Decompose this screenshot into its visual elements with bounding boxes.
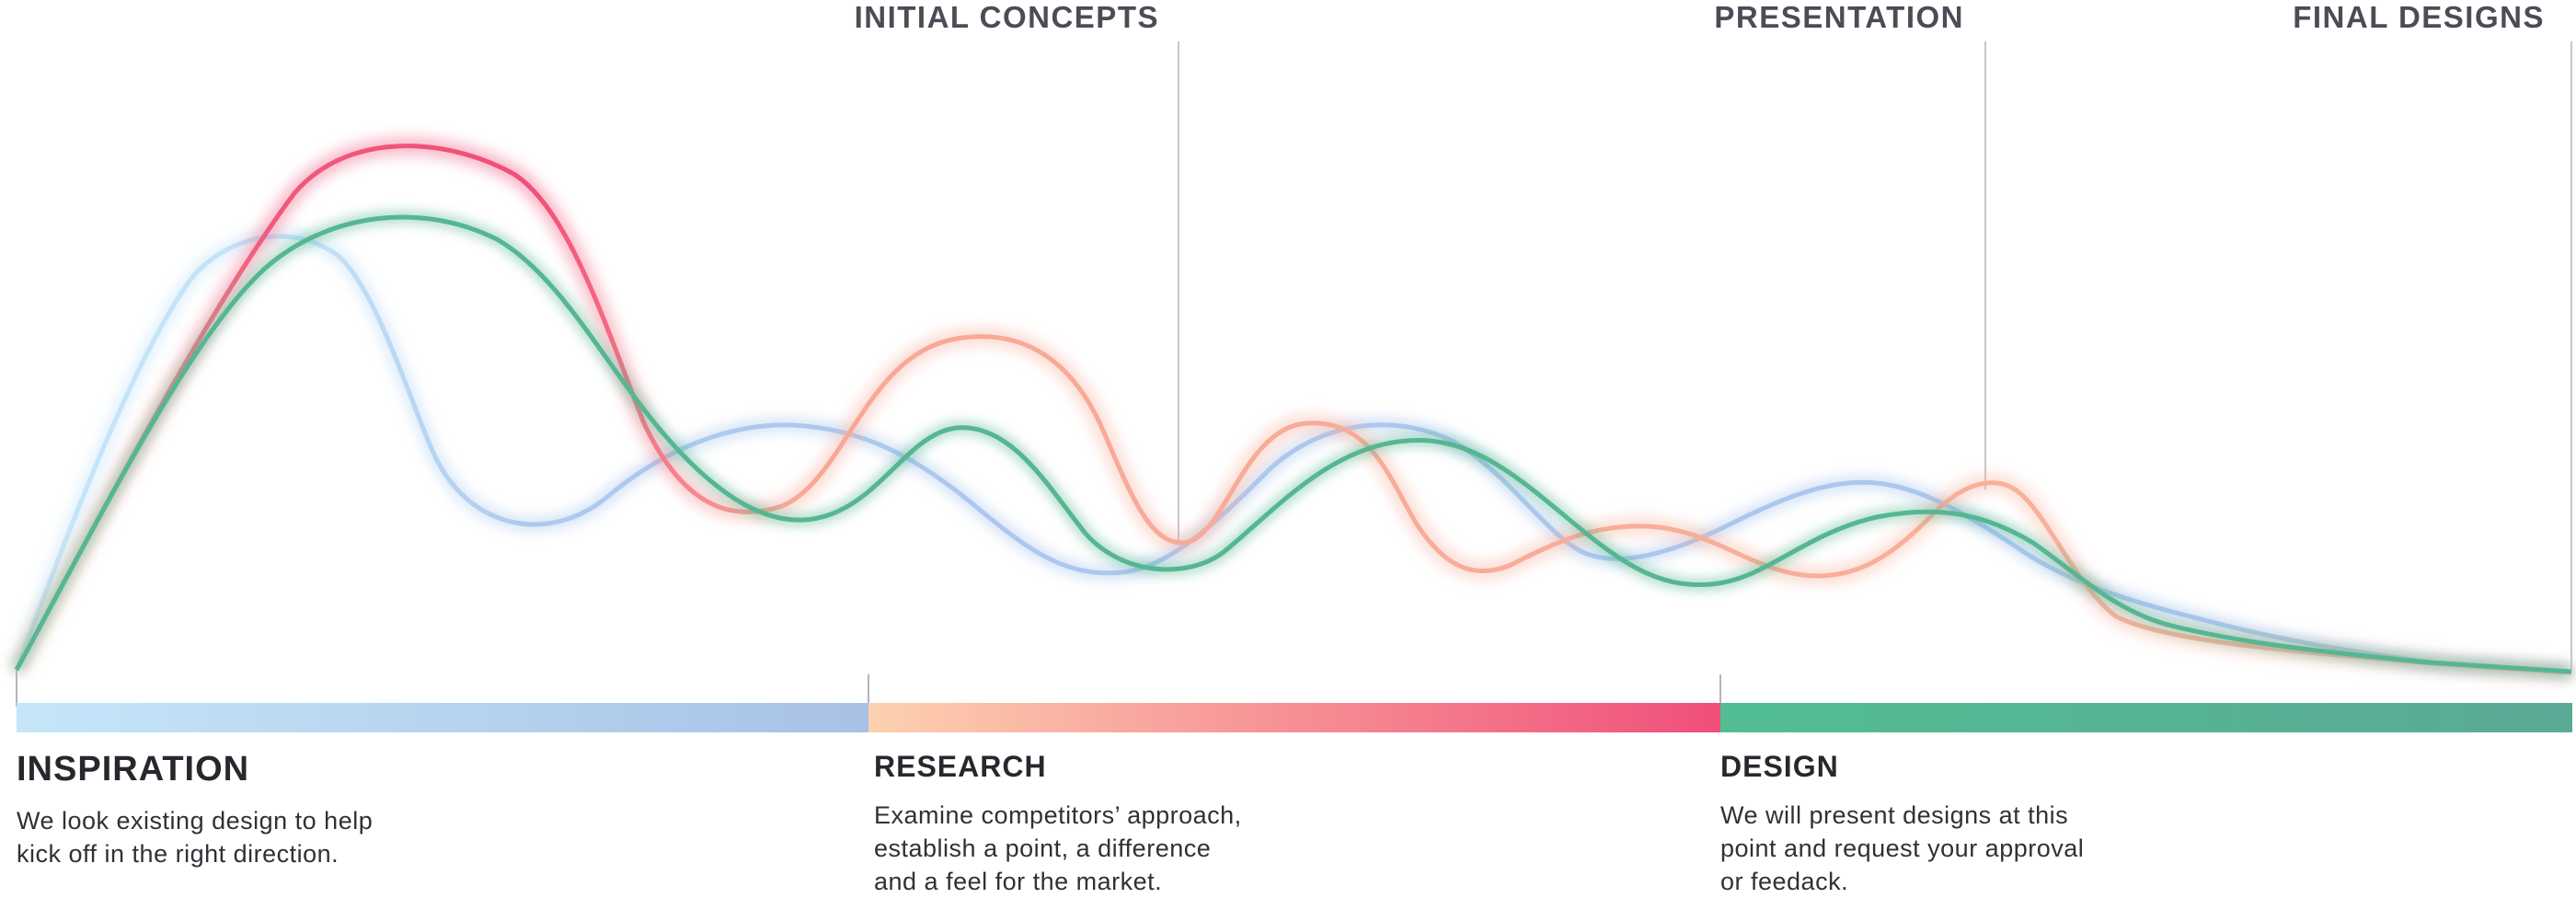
design-curve <box>10 211 2572 678</box>
phase-bar-design <box>1720 703 2572 732</box>
phase-desc-line: or feedack. <box>1720 868 1849 895</box>
phase-desc-line: point and request your approval <box>1720 835 2085 862</box>
phase-desc-line: We look existing design to help <box>17 807 374 835</box>
phase-title-inspiration: INSPIRATION <box>17 750 250 789</box>
inspiration-curve <box>10 229 2572 678</box>
phase-desc-line: kick off in the right direction. <box>17 840 339 868</box>
phase-desc-line: and a feel for the market. <box>874 868 1163 895</box>
phase-desc-design: We will present designs at this point an… <box>1720 799 2199 898</box>
phase-bar-research <box>868 703 1720 732</box>
research-curve <box>9 138 2572 680</box>
phase-research: RESEARCH Examine competitors’ approach, … <box>874 750 1352 898</box>
phase-title-design: DESIGN <box>1720 750 1839 783</box>
phase-desc-line: Examine competitors’ approach, <box>874 801 1242 829</box>
milestone-label-final-designs: FINAL DESIGNS <box>2293 0 2545 34</box>
milestone-label-initial-concepts: INITIAL CONCEPTS <box>854 0 1159 34</box>
phase-bar-inspiration <box>17 703 868 732</box>
phase-desc-inspiration: We look existing design to help kick off… <box>17 804 495 870</box>
phase-title-research: RESEARCH <box>874 750 1047 783</box>
phase-desc-line: establish a point, a difference <box>874 835 1212 862</box>
milestone-label-presentation: PRESENTATION <box>1714 0 1964 34</box>
phase-inspiration: INSPIRATION We look existing design to h… <box>17 750 495 870</box>
phase-desc-line: We will present designs at this <box>1720 801 2069 829</box>
phase-desc-research: Examine competitors’ approach, establish… <box>874 799 1352 898</box>
phase-design: DESIGN We will present designs at this p… <box>1720 750 2199 898</box>
